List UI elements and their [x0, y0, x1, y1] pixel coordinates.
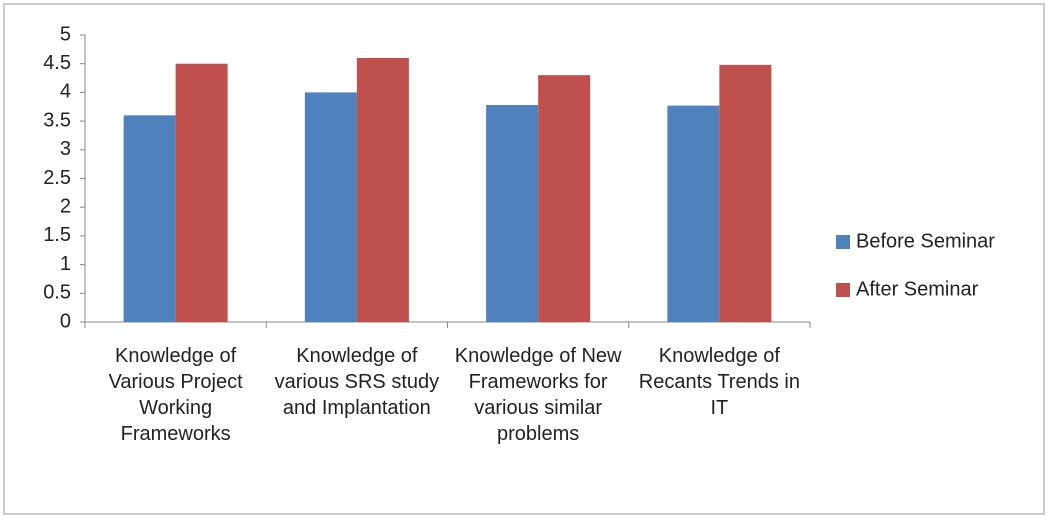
bar [304, 92, 357, 323]
y-tick-label: 4 [60, 81, 71, 103]
y-tick-label: 5 [60, 23, 71, 45]
y-tick-label: 2 [60, 195, 71, 217]
x-tick-label: Knowledge of Recants Trends in IT [638, 345, 800, 419]
bar [719, 64, 772, 323]
y-tick-label: 1 [60, 253, 71, 275]
x-tick-label: Knowledge of various SRS study and Impla… [274, 345, 440, 419]
y-tick-label: 4.5 [43, 52, 71, 74]
bar [123, 115, 176, 322]
chart-border [3, 3, 1045, 515]
bar [175, 63, 228, 322]
y-tick-label: 0 [60, 310, 71, 332]
y-tick-label: 1.5 [43, 224, 71, 246]
bar [667, 105, 720, 323]
x-tick-label: Knowledge of New Frameworks for various … [454, 345, 622, 445]
y-tick-label: 3.5 [43, 109, 71, 131]
y-tick-label: 2.5 [43, 167, 71, 189]
y-tick-label: 3 [60, 138, 71, 160]
x-tick-label: Knowledge of Various Project Working Fra… [108, 345, 243, 445]
legend-swatch [836, 283, 850, 297]
y-tick-label: 0.5 [43, 282, 71, 304]
legend-label: After Seminar [856, 278, 979, 300]
legend-label: Before Seminar [856, 230, 995, 252]
bar [356, 57, 409, 323]
bar [538, 75, 591, 323]
bar [486, 105, 539, 322]
legend-swatch [836, 235, 850, 249]
